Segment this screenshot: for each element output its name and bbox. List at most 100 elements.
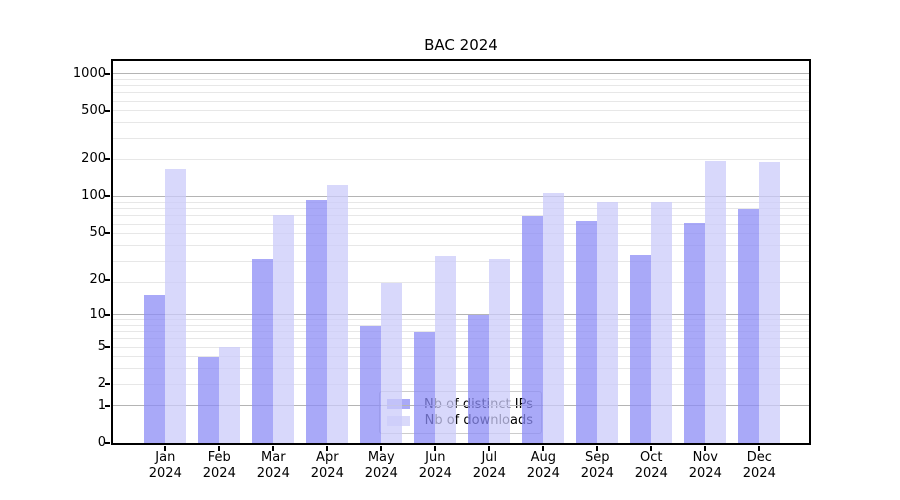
y-tick-label: 20 xyxy=(89,272,106,288)
y-tick-label: 1000 xyxy=(72,65,106,81)
bar-nb-of-distinct-ips-apr-2024 xyxy=(306,200,328,443)
bar-nb-of-downloads-may-2024 xyxy=(381,282,403,443)
minor-gridline xyxy=(113,233,809,235)
x-tick-label: Aug 2024 xyxy=(526,450,560,481)
y-tick-mark xyxy=(105,72,110,75)
minor-gridline xyxy=(113,245,809,247)
chart-title: BAC 2024 xyxy=(424,36,498,54)
plot-area: Nb of distinct IPs Nb of downloads xyxy=(105,59,811,451)
minor-gridline xyxy=(113,85,809,87)
bar-nb-of-downloads-mar-2024 xyxy=(273,215,295,443)
bar-nb-of-downloads-sep-2024 xyxy=(597,202,619,443)
bar-nb-of-downloads-oct-2024 xyxy=(651,202,673,443)
minor-gridline xyxy=(113,331,809,333)
minor-gridline xyxy=(113,137,809,139)
x-tick-mark xyxy=(218,446,221,451)
bar-nb-of-distinct-ips-nov-2024 xyxy=(684,223,706,443)
minor-gridline xyxy=(113,223,809,225)
bar-nb-of-downloads-jun-2024 xyxy=(435,256,457,443)
x-tick-label: Jan 2024 xyxy=(148,450,182,481)
x-tick-mark xyxy=(704,446,707,451)
y-tick-mark xyxy=(105,279,110,282)
y-tick-mark xyxy=(105,109,110,112)
x-tick-label: Mar 2024 xyxy=(256,450,290,481)
legend-entry-distinct-ips: Nb of distinct IPs xyxy=(387,397,533,412)
bar-nb-of-downloads-aug-2024 xyxy=(543,193,565,443)
x-tick-mark xyxy=(650,446,653,451)
minor-gridline xyxy=(113,122,809,124)
minor-gridline xyxy=(113,368,809,370)
y-tick-mark xyxy=(105,346,110,349)
x-tick-mark xyxy=(542,446,545,451)
x-tick-mark xyxy=(326,446,329,451)
x-tick-label: Oct 2024 xyxy=(634,450,668,481)
x-tick-mark xyxy=(758,446,761,451)
x-tick-mark xyxy=(380,446,383,451)
bar-nb-of-downloads-nov-2024 xyxy=(705,160,727,443)
major-gridline xyxy=(113,195,809,197)
bar-nb-of-downloads-feb-2024 xyxy=(219,347,241,443)
minor-gridline xyxy=(113,383,809,385)
minor-gridline xyxy=(113,78,809,80)
x-tick-mark xyxy=(272,446,275,451)
y-tick-label: 1 xyxy=(97,397,106,413)
plot-inner: Nb of distinct IPs Nb of downloads xyxy=(105,61,809,451)
y-tick-mark xyxy=(105,195,110,198)
minor-gridline xyxy=(113,282,809,284)
y-tick-mark xyxy=(105,442,110,444)
x-tick-mark xyxy=(488,446,491,451)
bar-nb-of-downloads-dec-2024 xyxy=(759,161,781,443)
minor-gridline xyxy=(113,201,809,203)
y-tick-mark xyxy=(105,158,110,161)
x-tick-label: Dec 2024 xyxy=(742,450,776,481)
y-tick-label: 2 xyxy=(97,376,106,392)
bar-nb-of-distinct-ips-sep-2024 xyxy=(576,220,598,443)
minor-gridline xyxy=(113,92,809,94)
y-tick-label: 10 xyxy=(89,306,106,322)
minor-gridline xyxy=(113,100,809,102)
bar-nb-of-distinct-ips-jul-2024 xyxy=(468,314,490,443)
x-tick-label: Sep 2024 xyxy=(580,450,614,481)
x-tick-mark xyxy=(434,446,437,451)
bar-nb-of-distinct-ips-mar-2024 xyxy=(252,259,274,443)
y-tick-mark xyxy=(105,231,110,234)
minor-gridline xyxy=(113,325,809,327)
bar-nb-of-distinct-ips-dec-2024 xyxy=(738,209,760,443)
x-tick-label: Jun 2024 xyxy=(418,450,452,481)
y-tick-mark xyxy=(105,313,110,316)
legend: Nb of distinct IPs Nb of downloads xyxy=(379,391,542,434)
major-gridline xyxy=(113,73,809,75)
major-gridline xyxy=(113,405,809,407)
bar-nb-of-distinct-ips-aug-2024 xyxy=(522,215,544,443)
y-tick-label: 500 xyxy=(81,102,106,118)
y-tick-label: 5 xyxy=(97,339,106,355)
minor-gridline xyxy=(113,208,809,210)
minor-gridline xyxy=(113,159,809,161)
major-gridline xyxy=(113,314,809,316)
minor-gridline xyxy=(113,319,809,321)
y-tick-label: 0 xyxy=(97,435,106,450)
bar-nb-of-downloads-jan-2024 xyxy=(165,168,187,443)
minor-gridline xyxy=(113,338,809,340)
bar-nb-of-distinct-ips-feb-2024 xyxy=(198,357,220,443)
y-tick-mark xyxy=(105,404,110,407)
y-tick-label: 50 xyxy=(89,224,106,240)
bar-nb-of-distinct-ips-may-2024 xyxy=(360,325,382,443)
y-tick-label: 200 xyxy=(81,151,106,167)
bar-nb-of-downloads-jul-2024 xyxy=(489,259,511,443)
minor-gridline xyxy=(113,346,809,348)
minor-gridline xyxy=(113,215,809,217)
x-tick-mark xyxy=(596,446,599,451)
bar-nb-of-distinct-ips-oct-2024 xyxy=(630,254,652,443)
x-tick-label: Jul 2024 xyxy=(472,450,506,481)
bar-nb-of-downloads-apr-2024 xyxy=(327,185,349,443)
y-tick-label: 100 xyxy=(81,188,106,204)
y-tick-mark xyxy=(105,383,110,386)
x-tick-mark xyxy=(164,446,167,451)
bar-nb-of-distinct-ips-jan-2024 xyxy=(144,294,166,443)
bar-nb-of-distinct-ips-jun-2024 xyxy=(414,331,436,443)
x-tick-label: May 2024 xyxy=(364,450,398,481)
x-tick-label: Nov 2024 xyxy=(688,450,722,481)
legend-entry-downloads: Nb of downloads xyxy=(387,413,533,428)
